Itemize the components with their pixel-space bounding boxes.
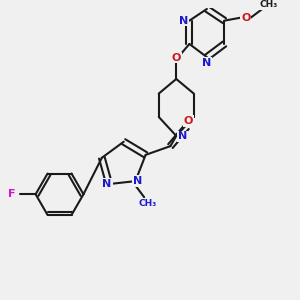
Text: N: N bbox=[179, 16, 188, 26]
Text: O: O bbox=[172, 53, 181, 63]
Text: N: N bbox=[178, 131, 187, 142]
Text: CH₃: CH₃ bbox=[139, 199, 157, 208]
Text: N: N bbox=[202, 58, 212, 68]
Text: N: N bbox=[133, 176, 142, 186]
Text: CH₃: CH₃ bbox=[260, 0, 278, 9]
Text: N: N bbox=[103, 179, 112, 189]
Text: O: O bbox=[184, 116, 193, 126]
Text: O: O bbox=[241, 13, 250, 23]
Text: F: F bbox=[8, 189, 15, 199]
